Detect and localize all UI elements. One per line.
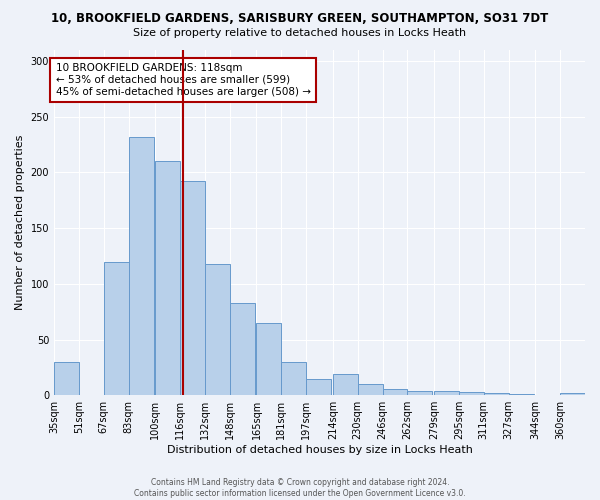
Bar bbox=[104, 262, 129, 395]
Bar bbox=[407, 391, 433, 395]
Y-axis label: Number of detached properties: Number of detached properties bbox=[15, 135, 25, 310]
Text: Size of property relative to detached houses in Locks Heath: Size of property relative to detached ho… bbox=[133, 28, 467, 38]
Bar bbox=[560, 393, 585, 395]
Text: Contains HM Land Registry data © Crown copyright and database right 2024.
Contai: Contains HM Land Registry data © Crown c… bbox=[134, 478, 466, 498]
Bar bbox=[383, 388, 407, 395]
Bar bbox=[358, 384, 383, 395]
Bar bbox=[129, 137, 154, 395]
Bar bbox=[281, 362, 306, 395]
Bar bbox=[434, 391, 459, 395]
Bar bbox=[230, 303, 255, 395]
Text: 10 BROOKFIELD GARDENS: 118sqm
← 53% of detached houses are smaller (599)
45% of : 10 BROOKFIELD GARDENS: 118sqm ← 53% of d… bbox=[56, 64, 311, 96]
Bar bbox=[180, 182, 205, 395]
Bar bbox=[205, 264, 230, 395]
Bar bbox=[333, 374, 358, 395]
Bar bbox=[54, 362, 79, 395]
X-axis label: Distribution of detached houses by size in Locks Heath: Distribution of detached houses by size … bbox=[167, 445, 472, 455]
Bar bbox=[459, 392, 484, 395]
Bar bbox=[155, 162, 180, 395]
Bar bbox=[256, 323, 281, 395]
Bar bbox=[484, 393, 509, 395]
Text: 10, BROOKFIELD GARDENS, SARISBURY GREEN, SOUTHAMPTON, SO31 7DT: 10, BROOKFIELD GARDENS, SARISBURY GREEN,… bbox=[52, 12, 548, 26]
Bar bbox=[306, 378, 331, 395]
Bar bbox=[509, 394, 533, 395]
